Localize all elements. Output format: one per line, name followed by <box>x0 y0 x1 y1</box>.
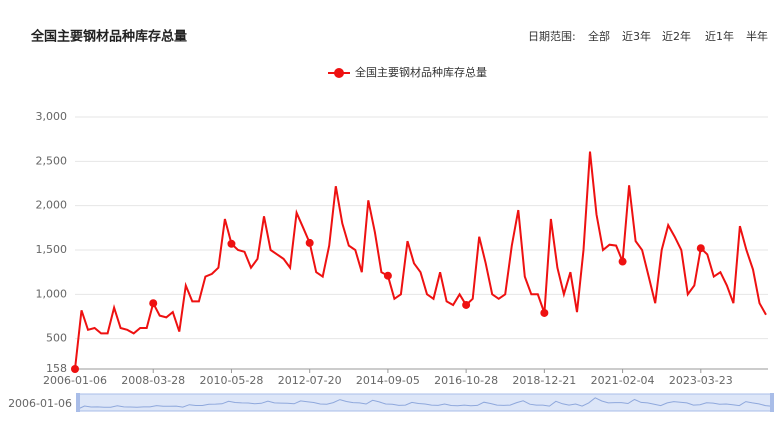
date-range-option[interactable]: 近1年 <box>705 29 734 43</box>
slider-handle[interactable] <box>76 393 80 412</box>
point <box>71 365 79 373</box>
x-tick-label: 2006-01-06 <box>43 374 107 387</box>
line <box>74 151 767 370</box>
y-tick-label: 158 <box>46 362 67 375</box>
x-tick-label: 2010-05-28 <box>199 374 263 387</box>
point <box>618 257 627 266</box>
x-tick-label: 2008-03-28 <box>121 374 185 387</box>
y-tick-label: 2,500 <box>36 154 68 167</box>
date-range-option[interactable]: 近2年 <box>662 29 691 43</box>
y-tick-label: 500 <box>46 332 67 345</box>
x-tick-label: 2016-10-28 <box>434 374 498 387</box>
x-tick-label: 2012-07-20 <box>278 374 342 387</box>
y-tick-label: 2,000 <box>36 199 68 212</box>
slider-line <box>77 397 773 410</box>
chart-title: 全国主要钢材品种库存总量 <box>30 29 187 45</box>
date-range-option[interactable]: 全部 <box>588 29 610 43</box>
x-tick-label: 2023-03-23 <box>669 374 733 387</box>
point <box>383 271 392 280</box>
y-tick-label: 3,000 <box>36 110 68 123</box>
point <box>696 244 705 253</box>
x-tick-label: 2021-02-04 <box>591 374 655 387</box>
slider-start-label: 2006-01-06 <box>8 397 72 410</box>
x-tick-label: 2014-09-05 <box>356 374 420 387</box>
y-tick-label: 1,500 <box>36 243 68 256</box>
point <box>540 308 549 317</box>
point <box>149 299 158 308</box>
date-range-option[interactable]: 半年 <box>746 29 768 43</box>
point <box>305 238 314 247</box>
legend-label: 全国主要钢材品种库存总量 <box>355 65 487 79</box>
date-range-option[interactable]: 近3年 <box>622 29 651 43</box>
y-tick-label: 1,000 <box>36 287 68 300</box>
date-range-label: 日期范围: <box>528 29 576 43</box>
legend-marker <box>334 68 344 78</box>
point <box>462 300 471 309</box>
slider-handle[interactable] <box>770 393 774 412</box>
x-tick-label: 2018-12-21 <box>512 374 576 387</box>
point <box>227 239 236 248</box>
